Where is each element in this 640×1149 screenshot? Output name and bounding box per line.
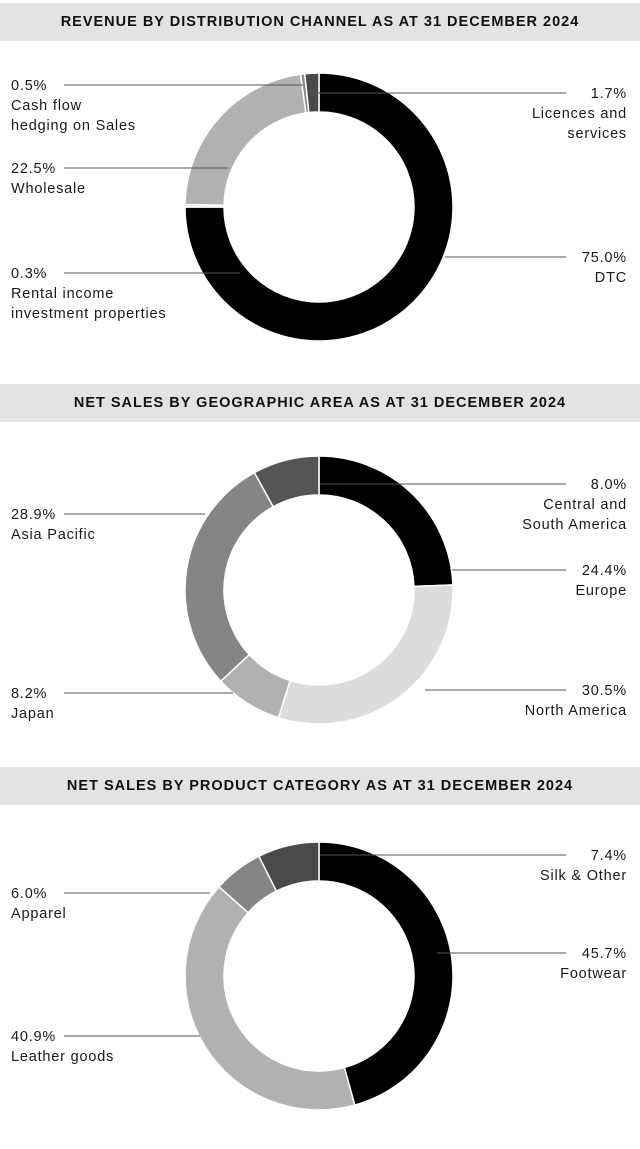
- chart-1-title: REVENUE BY DISTRIBUTION CHANNEL AS AT 31…: [60, 14, 580, 30]
- chart-1-slice-2-label-2: investment properties: [11, 306, 166, 322]
- chart-1-slice-5-label-2: services: [567, 126, 627, 142]
- chart-1-slice-2-label-1: Rental income: [11, 286, 114, 302]
- chart-1-slice-4-label-1: Cash flow: [11, 98, 82, 114]
- chart-3-slice-1-label-1: Footwear: [560, 966, 627, 982]
- chart-1-slice-5: [303, 72, 320, 114]
- chart-1-slice-3-label-1: Wholesale: [11, 181, 86, 197]
- chart-3-slice-4-value: 7.4%: [591, 848, 627, 864]
- chart-1-slice-3-value: 22.5%: [11, 161, 56, 177]
- chart-2-slice-3-value: 8.2%: [11, 686, 47, 702]
- chart-1-slice-1: [184, 72, 454, 342]
- chart-3-header: NET SALES BY PRODUCT CATEGORY AS AT 31 D…: [0, 767, 640, 805]
- chart-2-slice-2-value: 30.5%: [582, 683, 627, 699]
- chart-1-slice-4-label-2: hedging on Sales: [11, 118, 136, 134]
- chart-1-slice-1-value: 75.0%: [582, 250, 627, 266]
- chart-2-slice-5-label-2: South America: [522, 517, 627, 533]
- chart-2-slice-1-label-1: Europe: [575, 583, 627, 599]
- chart-1-donut: 75.0% DTC 0.3% Rental income investment prop…: [11, 72, 627, 342]
- chart-3-slice-2: [184, 885, 356, 1111]
- chart-1-slice-5-label-1: Licences and: [532, 106, 627, 122]
- chart-2-title: NET SALES BY GEOGRAPHIC AREA AS AT 31 DE…: [73, 395, 567, 411]
- chart-3-slice-1: [318, 841, 454, 1107]
- chart-1-panel: 75.0% DTC 0.3% Rental income investment prop…: [0, 41, 640, 383]
- chart-2-slice-2: [277, 584, 454, 725]
- chart-2-slice-1: [318, 455, 454, 588]
- chart-3-slice-4-label-1: Silk & Other: [540, 868, 627, 884]
- chart-2-slice-5-value: 8.0%: [591, 477, 627, 493]
- chart-2-slice-1-value: 24.4%: [582, 563, 627, 579]
- chart-2-slice-2-label-1: North America: [525, 703, 627, 719]
- chart-3-donut: 45.7% Footwear 40.9% Leather goods 6.0% Appar…: [11, 841, 627, 1111]
- chart-2-slice-4: [184, 471, 275, 683]
- chart-3-slice-4: [257, 841, 320, 893]
- chart-2-slice-4-label-1: Asia Pacific: [11, 527, 96, 543]
- chart-2-slice-3-label-1: Japan: [11, 706, 55, 722]
- chart-2-panel: 24.4% Europe 30.5% North America 8.2% Japan 28…: [0, 422, 640, 766]
- chart-1-slice-4-value: 0.5%: [11, 78, 47, 94]
- chart-2-slice-5-label-1: Central and: [543, 497, 627, 513]
- chart-3-slice-1-value: 45.7%: [582, 946, 627, 962]
- chart-2-header: NET SALES BY GEOGRAPHIC AREA AS AT 31 DE…: [0, 384, 640, 422]
- chart-3-slice-2-label-1: Leather goods: [11, 1049, 114, 1065]
- chart-3-slice-2-value: 40.9%: [11, 1029, 56, 1045]
- chart-1-slice-3: [184, 73, 307, 206]
- chart-2-slice-4-value: 28.9%: [11, 507, 56, 523]
- chart-3-slice-3-value: 6.0%: [11, 886, 47, 902]
- chart-1-header: REVENUE BY DISTRIBUTION CHANNEL AS AT 31…: [0, 3, 640, 41]
- chart-1-slice-5-value: 1.7%: [591, 86, 627, 102]
- chart-2-donut: 24.4% Europe 30.5% North America 8.2% Japan 28…: [11, 455, 627, 725]
- chart-1-slice-1-label-1: DTC: [595, 270, 627, 286]
- chart-3-title: NET SALES BY PRODUCT CATEGORY AS AT 31 D…: [66, 778, 574, 794]
- chart-3-slice-3-label-1: Apparel: [11, 906, 67, 922]
- chart-2-slice-5: [253, 455, 320, 508]
- chart-1-slice-2-value: 0.3%: [11, 266, 47, 282]
- chart-3-panel: 45.7% Footwear 40.9% Leather goods 6.0% Appar…: [0, 805, 640, 1149]
